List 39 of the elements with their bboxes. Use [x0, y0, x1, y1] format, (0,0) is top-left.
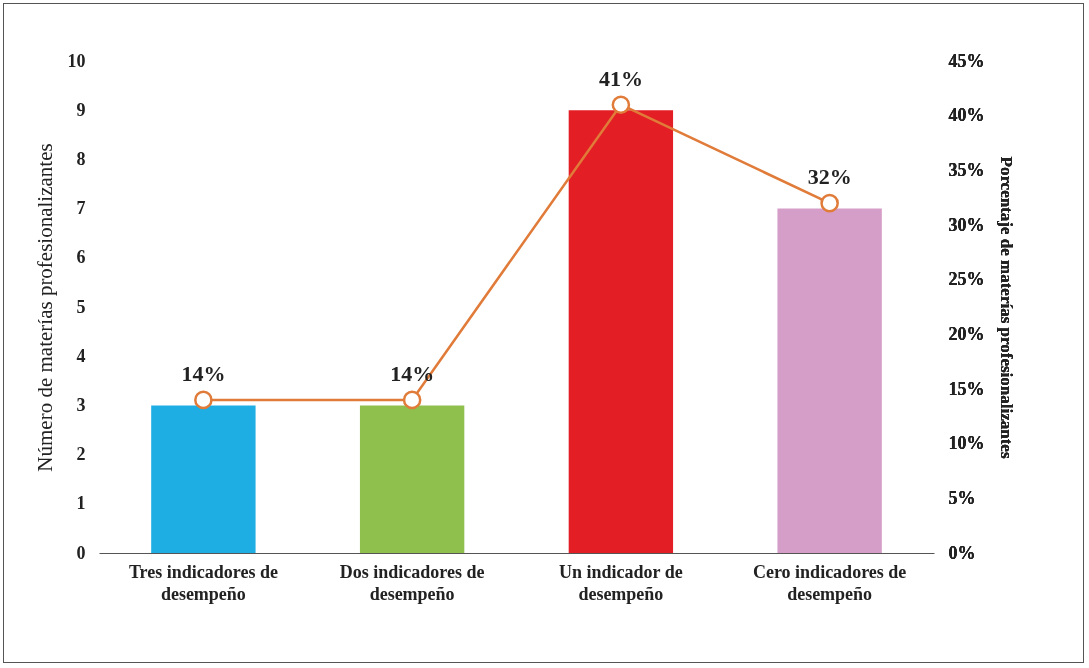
y-tick-label: 10 [67, 50, 86, 71]
data-label: 41% [598, 65, 643, 91]
y-tick-label: 7 [76, 198, 86, 219]
y2-tick-label: 0% [948, 542, 976, 563]
y2-tick-label: 40% [948, 105, 985, 126]
x-tick-label: Dos indicadores de desempeño [339, 561, 485, 604]
bar [151, 405, 256, 553]
y-tick-label: 6 [76, 247, 86, 268]
y2-tick-label: 35% [948, 159, 985, 180]
y2-axis-title: Porcentaje de materías profesionalizantes [996, 156, 1016, 459]
y2-tick-label: 20% [948, 323, 985, 344]
y-tick-label: 8 [76, 148, 86, 169]
bar [568, 110, 674, 553]
x-tick-label: Tres indicadores de desempeño [128, 561, 278, 604]
y2-tick-label: 30% [948, 214, 985, 235]
y-tick-label: 0 [76, 542, 86, 563]
data-label: 32% [807, 164, 852, 190]
x-tick-label: Un indicador de desempeño [559, 561, 683, 604]
y-tick-label: 2 [76, 444, 86, 465]
y2-tick-label: 45% [948, 50, 985, 71]
bar [359, 405, 465, 553]
bar [777, 208, 882, 553]
y-tick-label: 4 [76, 345, 86, 366]
y-tick-label: 1 [76, 493, 86, 514]
y2-tick-label: 15% [948, 378, 985, 399]
point [820, 193, 839, 213]
point [611, 95, 631, 115]
x-tick-label: Cero indicadores de desempeño [752, 561, 907, 604]
y2-tick-label: 5% [948, 487, 976, 508]
point [402, 390, 422, 410]
data-label: 14% [390, 360, 435, 386]
data-label: 14% [181, 360, 226, 386]
point [194, 390, 213, 410]
y-tick-label: 9 [76, 99, 86, 120]
y-axis-title: Número de materías profesionalizantes [32, 143, 57, 472]
y-tick-label: 3 [76, 394, 86, 415]
y2-tick-label: 10% [948, 433, 985, 454]
y2-tick-label: 25% [948, 269, 985, 290]
y-tick-label: 5 [76, 296, 86, 317]
